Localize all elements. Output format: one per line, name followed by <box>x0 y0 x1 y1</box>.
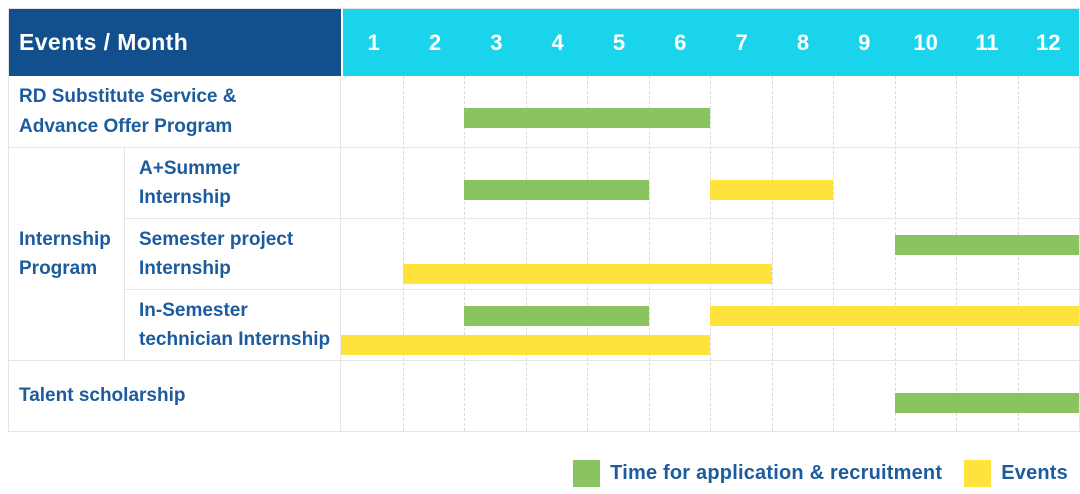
month-label: 9 <box>858 29 871 55</box>
chart-row-semester-project-internship <box>341 219 1079 290</box>
month-label: 7 <box>735 29 748 55</box>
chart-row-in-semester-technician-internship <box>341 290 1079 361</box>
table-body: RD Substitute Service & Advance Offer Pr… <box>9 76 1079 431</box>
group-label-internship-program: Internship Program <box>9 148 125 361</box>
legend: Time for application & recruitment Event… <box>573 458 1068 488</box>
events-table: Events / Month 1 2 3 4 5 6 7 8 9 10 11 12 RD Substi… <box>8 8 1080 432</box>
month-label: 3 <box>490 29 503 55</box>
month-label: 11 <box>975 29 999 55</box>
application-bar <box>464 306 649 326</box>
month-label: 8 <box>796 29 810 55</box>
header-title: Events / Month <box>19 29 189 55</box>
row-label-text: Semester project Internship <box>139 228 294 279</box>
row-label-in-semester-technician-internship: In-Semester technician Internship <box>125 290 341 361</box>
month-label: 4 <box>551 29 564 55</box>
events-bar <box>402 264 772 284</box>
row-label-a-summer-internship: A+Summer Internship <box>125 148 341 219</box>
events-bar <box>341 335 710 355</box>
events-bar <box>710 306 1079 326</box>
chart-row-talent-scholarship <box>341 361 1079 431</box>
month-label: 12 <box>1036 29 1061 55</box>
month-header: 1 2 3 4 5 6 7 8 9 10 11 12 <box>341 9 1079 76</box>
legend-label-events: Events <box>1001 461 1068 484</box>
row-label-text: RD Substitute Service & Advance Offer Pr… <box>19 86 237 137</box>
legend-item-events: Events <box>964 459 1068 487</box>
application-bar <box>464 180 649 200</box>
row-label-semester-project-internship: Semester project Internship <box>125 219 341 290</box>
group-label-text: Internship Program <box>19 228 111 279</box>
application-bar <box>464 108 710 128</box>
events-swatch-icon <box>964 459 992 487</box>
events-bar <box>710 180 833 200</box>
header-title-cell: Events / Month <box>9 9 341 76</box>
legend-item-application: Time for application & recruitment <box>573 459 943 487</box>
row-label-rd-substitute-service: RD Substitute Service & Advance Offer Pr… <box>9 76 341 148</box>
chart-row-rd-substitute-service <box>341 76 1079 148</box>
row-label-text: In-Semester technician Internship <box>139 299 331 350</box>
legend-label-application: Time for application & recruitment <box>610 461 943 484</box>
month-label: 1 <box>367 29 380 55</box>
chart-row-a-summer-internship <box>341 148 1079 219</box>
row-label-text: A+Summer Internship <box>139 157 240 208</box>
month-label: 2 <box>428 29 442 55</box>
month-label: 10 <box>913 29 938 55</box>
table-header-row: Events / Month 1 2 3 4 5 6 7 8 9 10 11 12 <box>9 9 1079 76</box>
row-label-talent-scholarship: Talent scholarship <box>9 361 341 431</box>
application-bar <box>894 235 1079 255</box>
month-label: 6 <box>674 29 687 55</box>
month-label: 5 <box>612 29 626 55</box>
row-label-text: Talent scholarship <box>19 385 186 407</box>
application-bar <box>894 393 1079 413</box>
application-swatch-icon <box>573 459 601 487</box>
